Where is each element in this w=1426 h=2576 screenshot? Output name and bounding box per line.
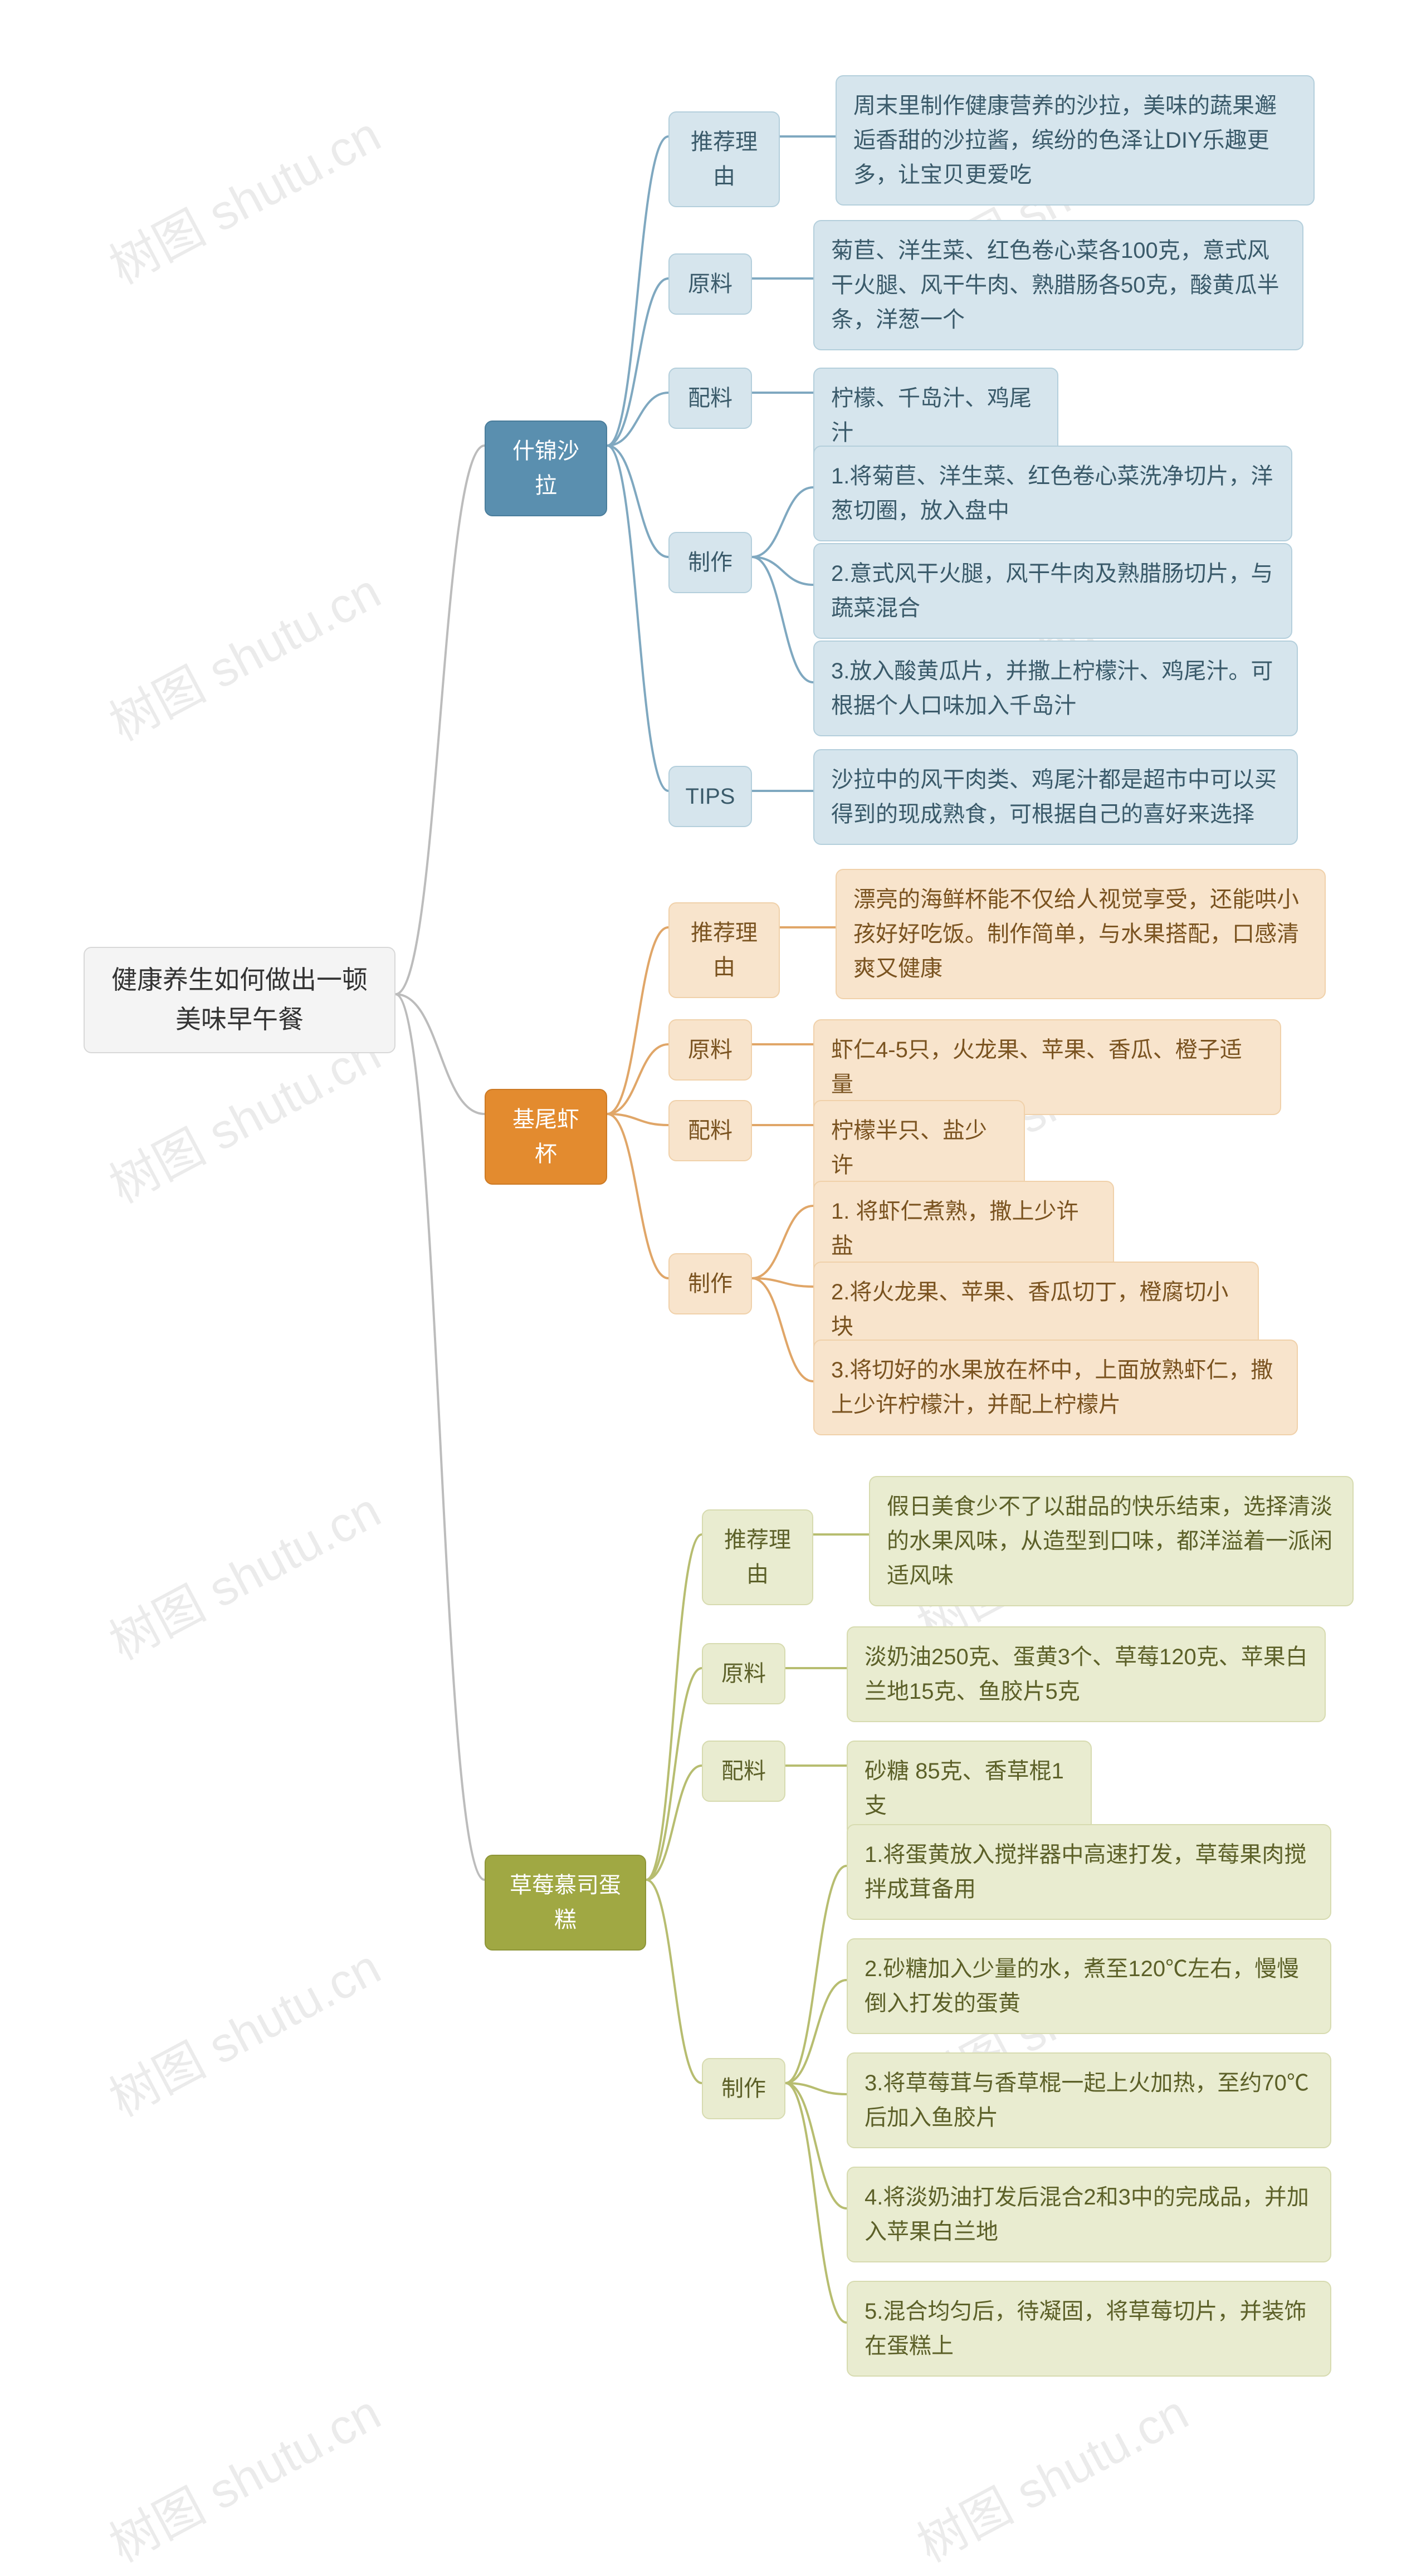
sub-salad-tips: TIPS <box>668 766 752 827</box>
sub-mousse-make: 制作 <box>702 2058 785 2119</box>
leaf-mousse-main-0: 淡奶油250克、蛋黄3个、草莓120克、苹果白兰地15克、鱼胶片5克 <box>847 1626 1326 1722</box>
leaf-salad-tips-0: 沙拉中的风干肉类、鸡尾汁都是超市中可以买得到的现成熟食，可根据自己的喜好来选择 <box>813 749 1298 845</box>
sub-mousse-main: 原料 <box>702 1643 785 1704</box>
root-node: 健康养生如何做出一顿美味早午餐 <box>84 947 395 1053</box>
leaf-mousse-make-4: 5.混合均匀后，待凝固，将草莓切片，并装饰在蛋糕上 <box>847 2281 1331 2377</box>
leaf-salad-make-0: 1.将菊苣、洋生菜、红色卷心菜洗净切片，洋葱切圈，放入盘中 <box>813 446 1292 541</box>
leaf-salad-reason-0: 周末里制作健康营养的沙拉，美味的蔬果邂逅香甜的沙拉酱，缤纷的色泽让DIY乐趣更多… <box>836 75 1315 206</box>
leaf-salad-main-0: 菊苣、洋生菜、红色卷心菜各100克，意式风干火腿、风干牛肉、熟腊肠各50克，酸黄… <box>813 220 1303 350</box>
leaf-mousse-make-3: 4.将淡奶油打发后混合2和3中的完成品，并加入苹果白兰地 <box>847 2167 1331 2262</box>
watermark: 树图 shutu.cn <box>95 553 390 754</box>
sub-shrimp-make: 制作 <box>668 1253 752 1314</box>
sub-shrimp-side: 配料 <box>668 1100 752 1161</box>
leaf-mousse-side-0: 砂糖 85克、香草棍1支 <box>847 1741 1092 1836</box>
section-salad: 什锦沙拉 <box>485 421 607 516</box>
sub-salad-make: 制作 <box>668 532 752 593</box>
leaf-mousse-make-0: 1.将蛋黄放入搅拌器中高速打发，草莓果肉搅拌成茸备用 <box>847 1824 1331 1920</box>
leaf-mousse-make-1: 2.砂糖加入少量的水，煮至120℃左右，慢慢倒入打发的蛋黄 <box>847 1938 1331 2034</box>
watermark: 树图 shutu.cn <box>95 1472 390 1673</box>
watermark: 树图 shutu.cn <box>95 1928 390 2130</box>
leaf-shrimp-reason-0: 漂亮的海鲜杯能不仅给人视觉享受，还能哄小孩好好吃饭。制作简单，与水果搭配，口感清… <box>836 869 1326 999</box>
leaf-salad-make-2: 3.放入酸黄瓜片，并撒上柠檬汁、鸡尾汁。可根据个人口味加入千岛汁 <box>813 641 1298 736</box>
sub-salad-side: 配料 <box>668 368 752 429</box>
sub-salad-main: 原料 <box>668 253 752 315</box>
section-shrimp: 基尾虾杯 <box>485 1089 607 1185</box>
leaf-mousse-make-2: 3.将草莓茸与香草棍一起上火加热，至约70℃后加入鱼胶片 <box>847 2052 1331 2148</box>
sub-mousse-side: 配料 <box>702 1741 785 1802</box>
section-mousse: 草莓慕司蛋糕 <box>485 1855 646 1951</box>
watermark: 树图 shutu.cn <box>95 96 390 297</box>
leaf-salad-make-1: 2.意式风干火腿，风干牛肉及熟腊肠切片，与蔬菜混合 <box>813 543 1292 639</box>
sub-mousse-reason: 推荐理由 <box>702 1509 813 1605</box>
leaf-mousse-reason-0: 假日美食少不了以甜品的快乐结束，选择清淡的水果风味，从造型到口味，都洋溢着一派闲… <box>869 1476 1354 1606</box>
sub-shrimp-reason: 推荐理由 <box>668 902 780 998</box>
leaf-shrimp-make-2: 3.将切好的水果放在杯中，上面放熟虾仁，撒上少许柠檬汁，并配上柠檬片 <box>813 1340 1298 1435</box>
watermark: 树图 shutu.cn <box>95 2374 390 2575</box>
watermark: 树图 shutu.cn <box>903 2374 1198 2575</box>
sub-shrimp-main: 原料 <box>668 1019 752 1081</box>
sub-salad-reason: 推荐理由 <box>668 111 780 207</box>
